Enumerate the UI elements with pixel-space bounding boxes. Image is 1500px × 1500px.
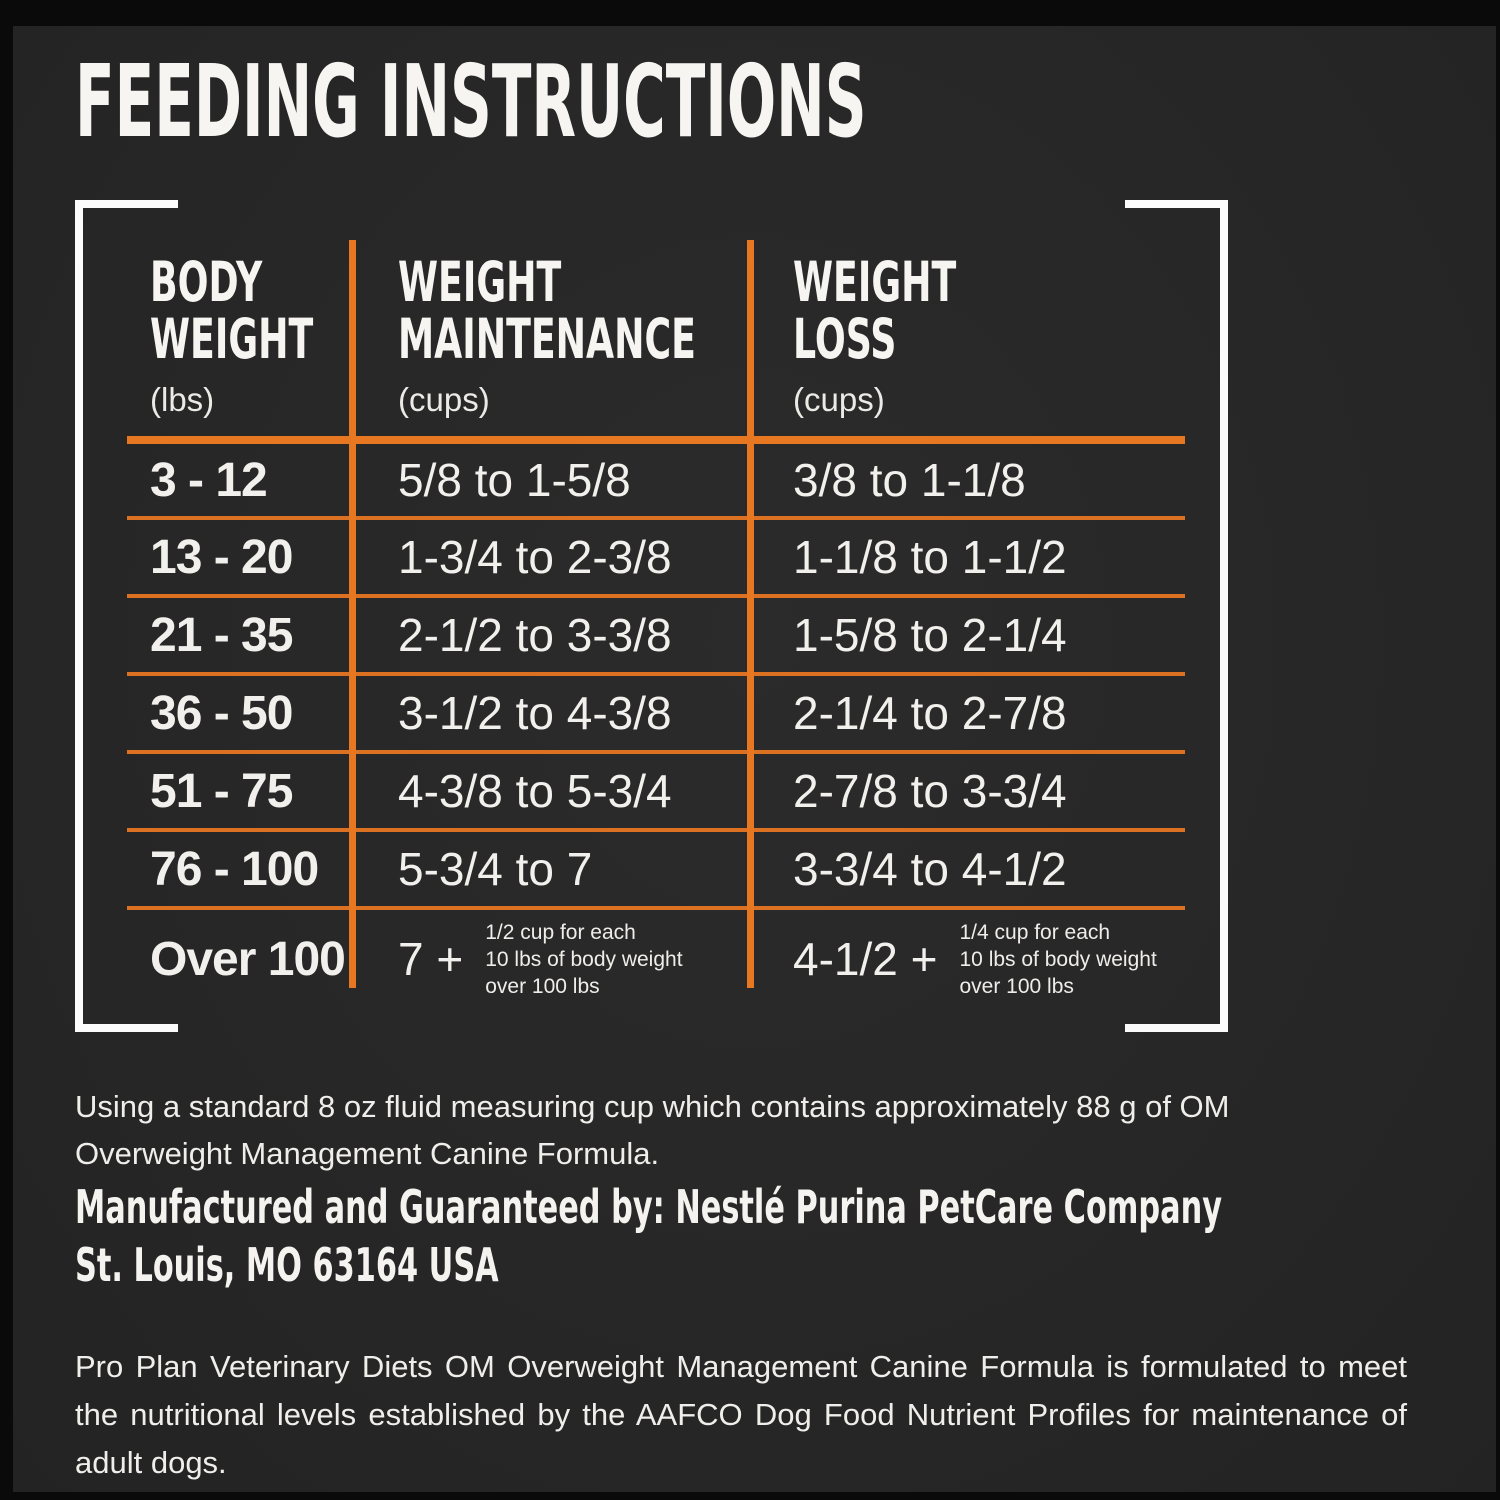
table-row: 21 - 35 2-1/2 to 3-3/8 1-5/8 to 2-1/4 xyxy=(127,596,1185,674)
maintenance-cell: 5/8 to 1-5/8 xyxy=(398,454,631,506)
body-weight-cell: Over 100 xyxy=(150,932,346,986)
table-bracket-left xyxy=(75,200,178,1032)
body-weight-cell: 76 - 100 xyxy=(150,842,319,896)
manufacturer-line: Manufactured and Guaranteed by: Nestlé P… xyxy=(75,1180,1223,1234)
loss-base-value: 4-1/2 + xyxy=(793,933,938,985)
label-panel-background xyxy=(13,26,1496,1492)
col-header-body-weight: BODY WEIGHT (lbs) xyxy=(127,240,352,440)
col-header-label: WEIGHT xyxy=(150,307,314,371)
col-header-label: BODY xyxy=(150,250,263,314)
col-header-label: LOSS xyxy=(793,307,897,371)
loss-cell: 1-5/8 to 2-1/4 xyxy=(793,609,1067,661)
body-weight-cell: 13 - 20 xyxy=(150,530,293,584)
loss-cell: 2-7/8 to 3-3/4 xyxy=(793,765,1067,817)
column-divider-2 xyxy=(747,240,754,988)
aafco-statement: Pro Plan Veterinary Diets OM Overweight … xyxy=(75,1349,1407,1480)
table-row-over-100: Over 100 7 + 1/2 cup for each 10 lbs of … xyxy=(127,908,1185,1008)
maintenance-base-value: 7 + xyxy=(398,933,464,985)
maintenance-cell: 1-3/4 to 2-3/8 xyxy=(398,531,672,583)
body-weight-cell: 36 - 50 xyxy=(150,686,293,740)
table-row: 51 - 75 4-3/8 to 5-3/4 2-7/8 to 3-3/4 xyxy=(127,752,1185,830)
note-line: over 100 lbs xyxy=(959,974,1074,998)
col-header-unit: (lbs) xyxy=(150,381,215,418)
feeding-table-zone: BODY WEIGHT (lbs) WEIGHT MAINTENANCE (cu… xyxy=(127,240,1185,1008)
feeding-table: BODY WEIGHT (lbs) WEIGHT MAINTENANCE (cu… xyxy=(127,240,1185,1008)
col-header-label: WEIGHT xyxy=(793,250,957,314)
col-header-unit: (cups) xyxy=(398,381,490,418)
measuring-cup-note: Using a standard 8 oz fluid measuring cu… xyxy=(75,1089,1230,1171)
col-header-weight-maintenance: WEIGHT MAINTENANCE (cups) xyxy=(352,240,750,440)
loss-cell: 2-1/4 to 2-7/8 xyxy=(793,687,1067,739)
col-header-label: MAINTENANCE xyxy=(398,307,696,371)
col-header-weight-loss: WEIGHT LOSS (cups) xyxy=(750,240,1185,440)
maintenance-note: 1/2 cup for each 10 lbs of body weight o… xyxy=(485,919,682,1000)
body-weight-cell: 21 - 35 xyxy=(150,608,293,662)
maintenance-cell: 7 + 1/2 cup for each 10 lbs of body weig… xyxy=(352,908,750,1008)
note-line: 1/4 cup for each xyxy=(959,920,1111,944)
body-weight-cell: 51 - 75 xyxy=(150,764,293,818)
table-row: 76 - 100 5-3/4 to 7 3-3/4 to 4-1/2 xyxy=(127,830,1185,908)
table-bracket-right xyxy=(1125,200,1228,1032)
table-header-row: BODY WEIGHT (lbs) WEIGHT MAINTENANCE (cu… xyxy=(127,240,1185,440)
note-line: 10 lbs of body weight xyxy=(485,947,683,971)
col-header-label: WEIGHT xyxy=(398,250,562,314)
manufacturer-statement: Manufactured and Guaranteed by: Nestlé P… xyxy=(75,1178,1500,1294)
manufacturer-line: St. Louis, MO 63164 USA xyxy=(75,1238,499,1292)
maintenance-cell: 4-3/8 to 5-3/4 xyxy=(398,765,672,817)
loss-cell: 4-1/2 + 1/4 cup for each 10 lbs of body … xyxy=(750,908,1185,1008)
loss-note: 1/4 cup for each 10 lbs of body weight o… xyxy=(960,919,1157,1000)
table-row: 3 - 12 5/8 to 1-5/8 3/8 to 1-1/8 xyxy=(127,440,1185,518)
column-divider-1 xyxy=(349,240,356,988)
loss-cell: 3-3/4 to 4-1/2 xyxy=(793,843,1067,895)
maintenance-cell: 5-3/4 to 7 xyxy=(398,843,593,895)
loss-cell: 3/8 to 1-1/8 xyxy=(793,454,1026,506)
body-weight-cell: 3 - 12 xyxy=(150,453,268,507)
table-row: 13 - 20 1-3/4 to 2-3/8 1-1/8 to 1-1/2 xyxy=(127,518,1185,596)
note-line: over 100 lbs xyxy=(485,974,600,998)
page-title: FEEDING INSTRUCTIONS xyxy=(75,43,867,160)
table-row: 36 - 50 3-1/2 to 4-3/8 2-1/4 to 2-7/8 xyxy=(127,674,1185,752)
note-line: 10 lbs of body weight xyxy=(959,947,1157,971)
note-line: 1/2 cup for each xyxy=(485,920,636,944)
loss-cell: 1-1/8 to 1-1/2 xyxy=(793,531,1067,583)
maintenance-cell: 3-1/2 to 4-3/8 xyxy=(398,687,672,739)
maintenance-cell: 2-1/2 to 3-3/8 xyxy=(398,609,672,661)
col-header-unit: (cups) xyxy=(793,381,885,418)
